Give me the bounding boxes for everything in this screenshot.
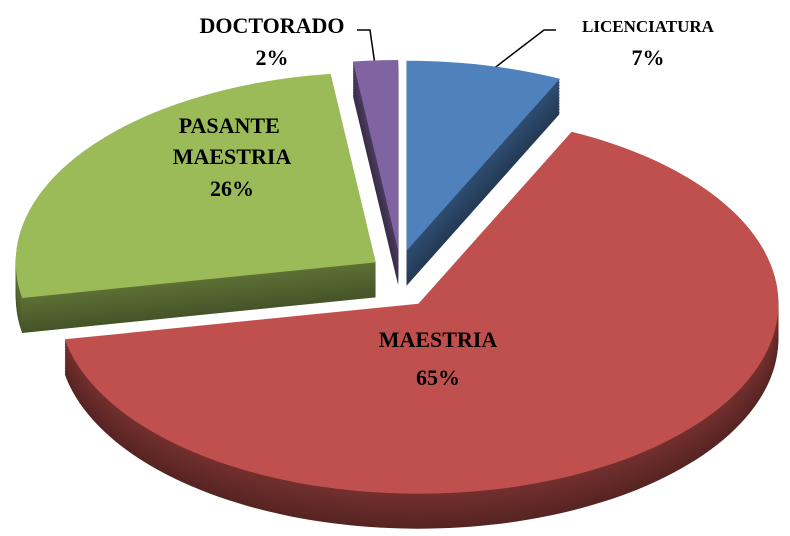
slice (64, 131, 779, 494)
slice (406, 60, 560, 251)
category-label-line: PASANTE (179, 113, 286, 138)
category-label: LICENCIATURA (582, 17, 715, 36)
category-label-line: MAESTRIA (173, 144, 292, 169)
leader-line (357, 29, 377, 73)
slice (15, 73, 376, 298)
category-label: MAESTRIA (379, 327, 498, 352)
value-label: 26% (210, 176, 254, 201)
value-label: 65% (416, 365, 460, 390)
value-label: 2% (256, 45, 289, 70)
slice (352, 60, 399, 251)
value-label: 7% (632, 45, 665, 70)
leader-line (483, 29, 556, 77)
category-label: PASANTE MAESTRIA (173, 113, 292, 169)
category-label: DOCTORADO (199, 13, 344, 38)
